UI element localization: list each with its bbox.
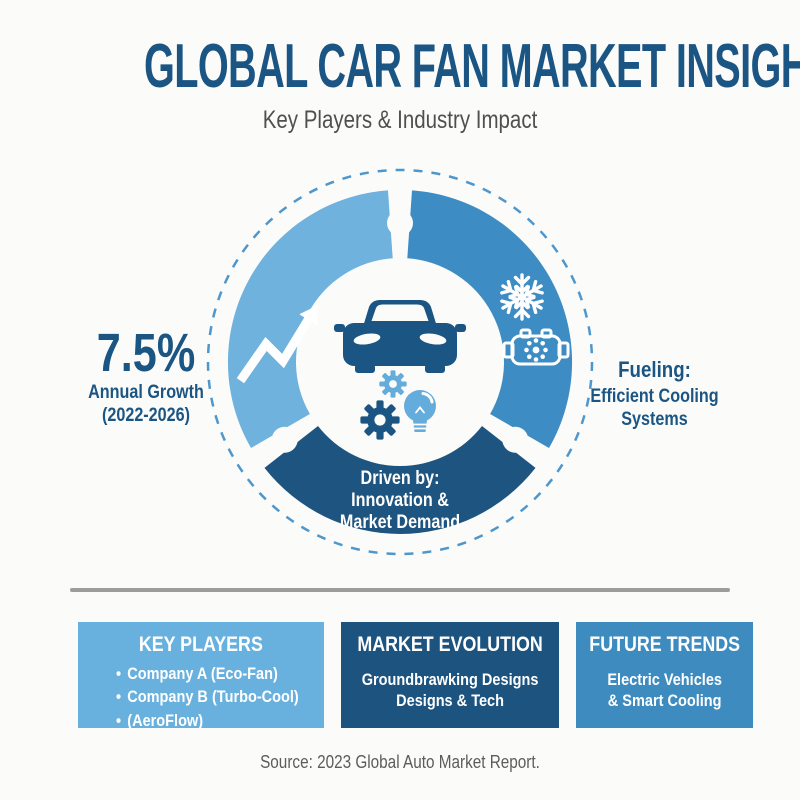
list-item: Company A (Eco-Fan): [116, 663, 299, 686]
list-item: (AeroFlow): [116, 710, 299, 733]
section-divider: [70, 588, 730, 592]
driven-by-line1: Driven by:: [361, 467, 440, 489]
segment-cooling: [407, 190, 573, 448]
growth-label-line1: Annual Growth: [88, 382, 204, 404]
fueling-heading: Fueling:: [618, 357, 691, 382]
growth-label-line2: (2022-2026): [101, 405, 191, 427]
driven-by-line3: Market Demand: [340, 511, 460, 533]
card-title: MARKET EVOLUTION: [357, 633, 543, 656]
car-icon: [334, 300, 466, 373]
driven-by-label: Driven by: Innovation & Market Demand: [340, 467, 460, 533]
driven-by-line2: Innovation &: [351, 489, 449, 511]
header: GLOBAL CAR FAN MARKET INSIGHTS Key Playe…: [0, 36, 800, 135]
list-item: Company B (Turbo-Cool): [116, 686, 299, 709]
dashed-ring: [206, 168, 594, 556]
fueling-stat: Fueling: Efficient Cooling Systems: [572, 356, 737, 431]
cards-row: KEY PLAYERS Company A (Eco-Fan) Company …: [78, 622, 754, 730]
engine-icon: [502, 328, 570, 366]
source-note: Source: 2023 Global Auto Market Report.: [260, 752, 540, 772]
gear-icon: [360, 400, 400, 440]
card-body-line: Electric Vehicles: [607, 671, 722, 689]
card-body-line: Groundbrawking Designs: [361, 671, 539, 689]
card-market-evolution: MARKET EVOLUTION Groundbrawking Designs …: [340, 622, 559, 728]
card-body-line: & Smart Cooling: [607, 691, 722, 710]
card-body: Groundbrawking Designs Designs & Tech: [341, 670, 559, 711]
segment-growth: [227, 190, 393, 448]
card-future-trends: FUTURE TRENDS Electric Vehicles & Smart …: [575, 622, 754, 728]
junction-dot-left: [271, 426, 298, 453]
card-title: FUTURE TRENDS: [589, 633, 740, 656]
growth-value: 7.5%: [96, 323, 196, 383]
card-body-line: Designs & Tech: [395, 691, 504, 710]
card-key-players: KEY PLAYERS Company A (Eco-Fan) Company …: [78, 622, 324, 730]
junction-dot-top: [387, 210, 413, 236]
growth-stat: 7.5% Annual Growth (2022-2026): [52, 323, 240, 427]
card-body: Electric Vehicles & Smart Cooling: [576, 670, 753, 711]
trend-arrow-icon: [236, 305, 318, 384]
segment-innovation: [264, 426, 536, 534]
fueling-label-line2: Systems: [621, 408, 688, 430]
page-subtitle: Key Players & Industry Impact: [262, 106, 538, 134]
gear-icon: [379, 370, 407, 398]
key-players-list: Company A (Eco-Fan) Company B (Turbo-Coo…: [78, 663, 324, 733]
card-title: KEY PLAYERS: [138, 633, 263, 656]
junction-dot-right: [502, 426, 529, 453]
lightbulb-icon: [404, 390, 436, 432]
fueling-label-line1: Efficient Cooling: [590, 385, 719, 407]
